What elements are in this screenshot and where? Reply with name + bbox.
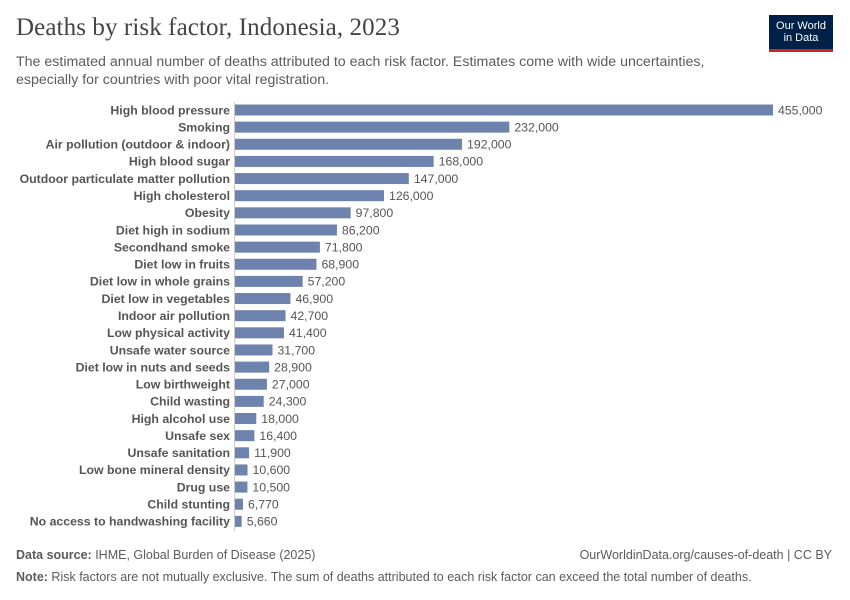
bar[interactable] [235, 395, 264, 407]
bar[interactable] [235, 258, 317, 270]
bar[interactable] [235, 293, 291, 305]
category-label: Diet low in vegetables [102, 292, 231, 306]
bar[interactable] [235, 413, 257, 425]
category-label: High blood sugar [129, 155, 230, 169]
bar[interactable] [235, 430, 255, 442]
note-text: Risk factors are not mutually exclusive.… [47, 570, 752, 584]
bar[interactable] [235, 447, 250, 459]
bar[interactable] [235, 155, 434, 167]
category-label: Unsafe sex [165, 429, 230, 443]
category-label: Low physical activity [107, 326, 230, 340]
bar[interactable] [235, 104, 773, 116]
category-label: No access to handwashing facility [30, 515, 230, 529]
owid-logo[interactable]: Our World in Data [769, 15, 833, 52]
bar[interactable] [235, 275, 303, 287]
value-label: 31,700 [277, 343, 315, 357]
value-label: 86,200 [342, 223, 380, 237]
value-label: 126,000 [389, 189, 434, 203]
bar[interactable] [235, 241, 320, 253]
category-label: High blood pressure [110, 103, 230, 117]
bar[interactable] [235, 464, 248, 476]
category-label: Child wasting [150, 395, 230, 409]
bar[interactable] [235, 515, 242, 527]
value-label: 16,400 [259, 429, 297, 443]
value-label: 18,000 [261, 412, 299, 426]
bar[interactable] [235, 378, 267, 390]
chart-title: Deaths by risk factor, Indonesia, 2023 [16, 14, 400, 41]
source-url-link[interactable]: OurWorldinData.org/causes-of-death | CC … [579, 548, 832, 562]
category-label: High alcohol use [132, 412, 231, 426]
category-label: Unsafe sanitation [128, 446, 231, 460]
value-label: 27,000 [272, 378, 310, 392]
value-label: 57,200 [308, 275, 346, 289]
category-label: Air pollution (outdoor & indoor) [46, 138, 230, 152]
value-label: 11,900 [254, 446, 291, 460]
category-label: Unsafe water source [110, 343, 230, 357]
category-label: Diet low in nuts and seeds [76, 360, 231, 374]
bar[interactable] [235, 327, 284, 339]
bar[interactable] [235, 224, 337, 236]
category-label: Low bone mineral density [79, 463, 230, 477]
bar[interactable] [235, 498, 244, 510]
bar[interactable] [235, 173, 409, 185]
category-label: Child stunting [147, 498, 230, 512]
bar[interactable] [235, 361, 270, 373]
chart-note: Note: Risk factors are not mutually excl… [16, 570, 752, 584]
value-label: 455,000 [778, 103, 823, 117]
bar[interactable] [235, 310, 286, 322]
category-label: Smoking [178, 120, 230, 134]
category-label: Obesity [185, 206, 230, 220]
bar[interactable] [235, 207, 351, 219]
category-label: Diet high in sodium [116, 223, 230, 237]
category-label: Diet low in fruits [134, 258, 230, 272]
category-label: Diet low in whole grains [90, 275, 230, 289]
value-label: 71,800 [325, 240, 363, 254]
value-label: 41,400 [289, 326, 327, 340]
value-label: 10,500 [252, 480, 290, 494]
value-label: 10,600 [253, 463, 291, 477]
value-label: 6,770 [248, 498, 279, 512]
value-label: 168,000 [439, 155, 484, 169]
chart-subtitle: The estimated annual number of deaths at… [16, 54, 705, 88]
value-label: 68,900 [321, 258, 359, 272]
value-label: 24,300 [269, 395, 307, 409]
data-source-label: Data source: [16, 548, 92, 562]
logo-line-1: Our World [776, 20, 826, 32]
bar[interactable] [235, 138, 463, 150]
value-label: 28,900 [274, 360, 312, 374]
bar[interactable] [235, 481, 248, 493]
note-label: Note: [16, 570, 48, 584]
bar[interactable] [235, 344, 273, 356]
logo-line-2: in Data [783, 32, 819, 44]
value-label: 147,000 [414, 172, 459, 186]
category-label: Low birthweight [136, 378, 230, 392]
category-label: Secondhand smoke [114, 240, 230, 254]
value-label: 42,700 [290, 309, 328, 323]
value-label: 5,660 [247, 515, 278, 529]
category-label: Drug use [177, 480, 230, 494]
category-label: Outdoor particulate matter pollution [20, 172, 230, 186]
category-label: High cholesterol [134, 189, 230, 203]
data-source-text: IHME, Global Burden of Disease (2025) [91, 548, 316, 562]
value-label: 46,900 [295, 292, 333, 306]
bar[interactable] [235, 121, 510, 133]
value-label: 192,000 [467, 138, 512, 152]
bar[interactable] [235, 190, 384, 202]
value-label: 232,000 [514, 120, 559, 134]
data-source: Data source: IHME, Global Burden of Dise… [16, 548, 315, 562]
category-label: Indoor air pollution [118, 309, 230, 323]
value-label: 97,800 [356, 206, 394, 220]
